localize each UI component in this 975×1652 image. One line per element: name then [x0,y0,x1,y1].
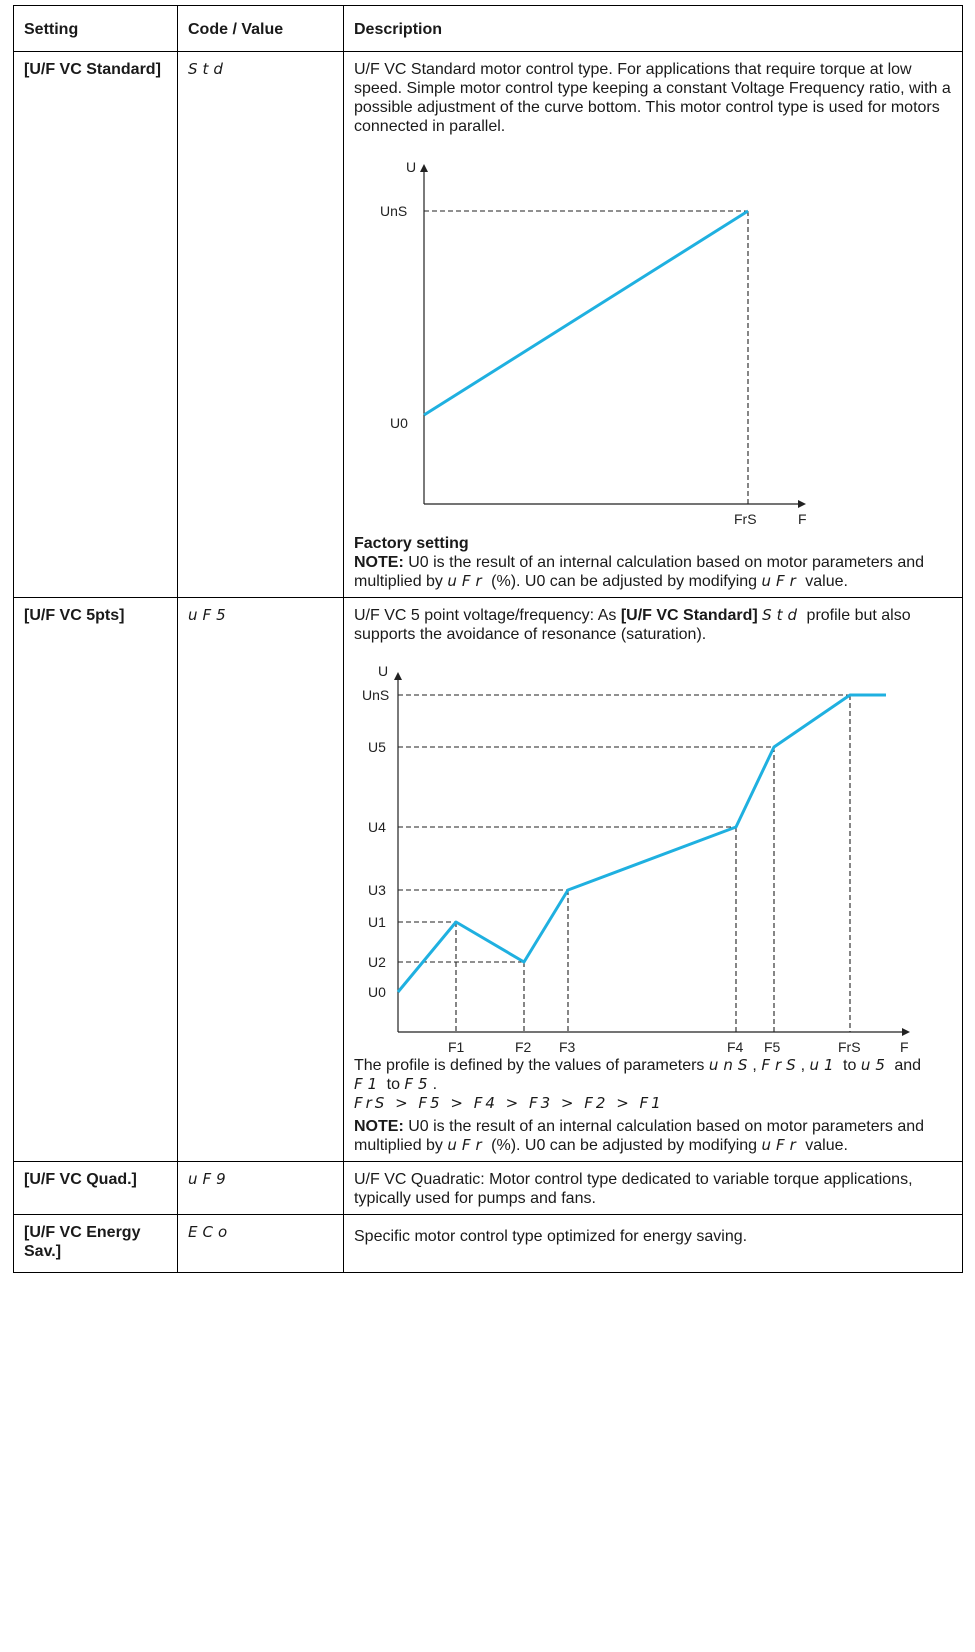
x-tick-f2: F2 [515,1039,532,1055]
uf-standard-chart: U UnS U0 FrS F [380,159,807,527]
code-cell: uF9 [177,1161,344,1215]
note-text: (%). U0 can be adjusted by modifying [486,1137,762,1154]
voltage-frequency-line [396,693,886,993]
table-row: [U/F VC Quad.] uF9 U/F VC Quadratic: Mot… [13,1161,963,1215]
y-axis-arrow-icon [394,672,402,680]
note-text: U0 is the result of an internal calculat… [354,1118,925,1154]
description-text: Specific motor control type optimized fo… [354,1228,748,1245]
profile-part: to [838,1057,861,1074]
uf-5pts-chart: U UnS U5 U4 U3 U1 U2 U0 F1 F2 F3 F4 F5 F… [362,663,910,1055]
y-tick-u5: U5 [368,739,386,755]
description-text: U/F VC Standard motor control type. For … [354,61,951,135]
y-tick-u0: U0 [368,984,386,1000]
x-tick-f4: F4 [727,1039,744,1055]
note-code: uFr [447,572,487,590]
x-tick-f3: F3 [559,1039,576,1055]
x-tick-f1: F1 [448,1039,465,1055]
y-axis-label: U [378,663,388,679]
table-row: [U/F VC Standard] Std U/F VC Standard mo… [13,51,963,598]
code-cell: uF5 [177,597,344,1162]
setting-cell: [U/F VC Energy Sav.] [13,1214,178,1273]
y-tick-u0: U0 [390,415,408,431]
setting-cell: [U/F VC 5pts] [13,597,178,1162]
note-code: uFr [761,572,801,590]
x-axis-arrow-icon [798,500,806,508]
note-paragraph: NOTE: U0 is the result of an internal ca… [354,553,952,591]
y-tick-uns: UnS [380,203,407,219]
description-cell: Specific motor control type optimized fo… [343,1214,963,1273]
description-part: U/F VC 5 point voltage/frequency: As [354,607,621,624]
y-tick-uns: UnS [362,687,389,703]
note-label: NOTE: [354,554,404,571]
description-cell: U/F VC 5 point voltage/frequency: As [U/… [343,597,963,1162]
description-text: U/F VC 5 point voltage/frequency: As [U/… [354,606,952,644]
profile-part: , [752,1057,757,1074]
note-label: NOTE: [354,1118,404,1135]
profile-part: . [432,1076,438,1093]
profile-code: u5 [860,1056,890,1074]
x-axis-label: F [900,1039,909,1055]
x-tick-frs: FrS [734,511,757,527]
profile-part: and [889,1057,922,1074]
table-header-row: Setting Code / Value Description [13,5,963,52]
profile-code: F5 [404,1075,433,1093]
profile-part: to [382,1076,405,1093]
x-tick-f5: F5 [764,1039,781,1055]
profile-code: FrS [761,1056,801,1074]
note-code: uFr [447,1136,487,1154]
motor-control-type-table: Setting Code / Value Description [U/F VC… [13,5,963,1273]
note-text: value. [800,573,848,590]
note-text: value. [800,1137,848,1154]
y-tick-u2: U2 [368,954,386,970]
description-cell: U/F VC Standard motor control type. For … [343,51,963,598]
table-row: [U/F VC 5pts] uF5 U/F VC 5 point voltage… [13,597,963,1162]
header-description: Description [343,5,963,52]
note-code: uFr [761,1136,801,1154]
y-tick-u1: U1 [368,914,386,930]
profile-text: The profile is defined by the values of … [354,1056,952,1094]
y-tick-u3: U3 [368,882,386,898]
y-tick-u4: U4 [368,819,386,835]
y-axis-arrow-icon [420,164,428,172]
code-cell: ECo [177,1214,344,1273]
y-axis-label: U [406,159,416,175]
description-code: Std [762,606,803,624]
profile-code: F1 [354,1075,383,1093]
voltage-frequency-line [423,209,749,417]
x-axis-arrow-icon [902,1028,910,1036]
note-paragraph: NOTE: U0 is the result of an internal ca… [354,1117,952,1155]
profile-code: u1 [809,1056,839,1074]
note-text: (%). U0 can be adjusted by modifying [486,573,762,590]
header-code: Code / Value [177,5,344,52]
x-axis-label: F [798,511,807,527]
header-setting: Setting [13,5,178,52]
frequency-inequality: FrS > F5 > F4 > F3 > F2 > F1 [354,1094,664,1112]
description-ref: [U/F VC Standard] [620,607,758,624]
description-text: U/F VC Quadratic: Motor control type ded… [354,1171,913,1207]
x-tick-frs: FrS [838,1039,861,1055]
code-cell: Std [177,51,344,598]
setting-cell: [U/F VC Standard] [13,51,178,598]
setting-cell: [U/F VC Quad.] [13,1161,178,1215]
description-cell: U/F VC Quadratic: Motor control type ded… [343,1161,963,1215]
factory-setting-label: Factory setting [354,535,469,552]
profile-part: , [800,1057,810,1074]
profile-code: unS [708,1056,753,1074]
profile-part: The profile is defined by the values of … [354,1057,709,1074]
table-row: [U/F VC Energy Sav.] ECo Specific motor … [13,1214,963,1273]
note-text: U0 is the result of an internal calculat… [354,554,925,590]
description-part: profile but also supports the avoidance … [354,607,911,643]
